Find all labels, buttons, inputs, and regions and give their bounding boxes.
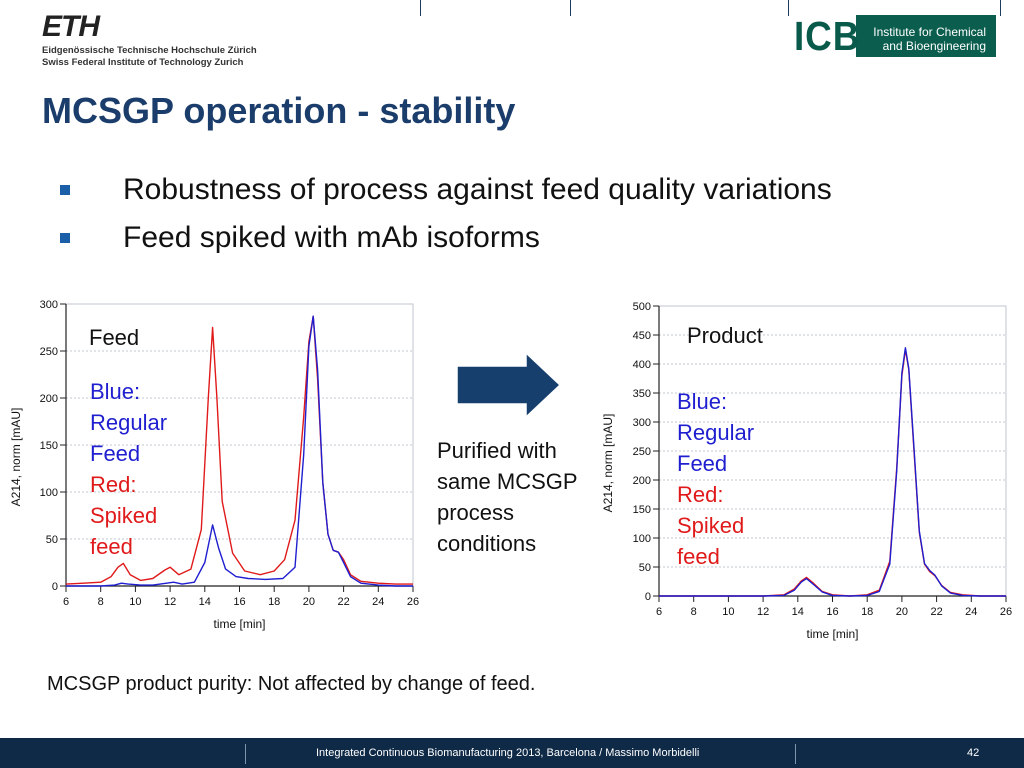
footer-divider [795,744,796,764]
x-tick-label: 14 [792,606,804,618]
product-chart: 0 50 100 150 200 250 300 350 400 450 500 6 8 10 12 14 16… [600,298,1020,643]
square-bullet-icon [60,185,70,195]
y-tick-label: 450 [633,330,651,342]
feed-legend: Blue: Regular Feed Red: Spiked feed [90,376,167,562]
x-tick-label: 24 [372,596,384,608]
series-line [659,347,1006,597]
top-divider-3 [788,0,789,16]
x-tick-label: 18 [268,596,280,608]
y-tick-label: 300 [633,417,651,429]
purified-line: Purified with [437,438,557,463]
series-line [66,315,413,587]
y-tick-label: 100 [40,487,58,499]
y-tick-label: 200 [633,475,651,487]
page-number: 42 [967,747,980,759]
top-divider-4 [1000,0,1001,16]
eth-logo-mark: ETH [42,10,100,43]
y-tick-label: 300 [40,299,58,311]
top-divider-2 [570,0,571,16]
legend-blue-line: Feed [677,451,728,476]
x-tick-label: 16 [826,606,838,618]
legend-red-line: Red: [677,482,724,507]
legend-blue-line: Blue: [90,379,141,404]
x-tick-label: 26 [407,596,419,608]
feed-panel-label: Feed [89,325,140,350]
legend-red-line: feed [90,534,133,559]
feed-chart: 0 50 100 150 200 250 300 6 8 10 12 14 16 18 20 22 24 26 ti… [8,296,428,636]
eth-logo: ETH Eidgenössische Technische Hochschule… [42,10,302,69]
x-tick-label: 14 [199,596,211,608]
y-tick-label: 100 [633,533,651,545]
purified-note: Purified with same MCSGP process conditi… [437,435,578,559]
x-axis-title: time [min] [806,627,858,641]
x-tick-label: 18 [861,606,873,618]
conclusion-text: MCSGP product purity: Not affected by ch… [47,673,536,695]
x-axis-title: time [min] [213,617,265,631]
purified-line: same MCSGP [437,469,578,494]
footer-divider [245,744,246,764]
y-axis-title: A214, norm [mAU] [601,414,615,513]
slide-title: MCSGP operation - stability [42,90,516,131]
x-tick-label: 8 [98,596,104,608]
y-axis-title: A214, norm [mAU] [9,408,23,507]
y-tick-label: 400 [633,359,651,371]
purified-line: process [437,500,515,525]
y-tick-label: 0 [52,581,58,593]
x-tick-label: 16 [233,596,245,608]
x-tick-label: 12 [164,596,176,608]
right-arrow-icon [456,352,562,418]
product-panel-label: Product [687,323,763,348]
x-tick-label: 20 [303,596,315,608]
feed-chart-svg: 0 50 100 150 200 250 300 6 8 10 12 14 16 18 20 22 24 26 ti… [9,299,419,631]
legend-red-line: Spiked [90,503,158,528]
x-tick-label: 10 [722,606,734,618]
icb-logo-letters: ICB [794,13,861,59]
legend-red-line: Red: [90,472,137,497]
legend-blue-line: Regular [677,420,755,445]
y-tick-label: 250 [633,446,651,458]
x-tick-label: 10 [129,596,141,608]
footer-bar: Integrated Continuous Biomanufacturing 2… [0,738,1024,768]
eth-logo-line-english: Swiss Federal Institute of Technology Zu… [42,57,244,68]
x-tick-label: 22 [337,596,349,608]
legend-blue-line: Blue: [677,389,728,414]
y-tick-label: 350 [633,388,651,400]
legend-blue-line: Regular [90,410,168,435]
x-tick-label: 22 [930,606,942,618]
y-tick-label: 150 [633,504,651,516]
y-tick-label: 0 [645,591,651,603]
y-tick-label: 500 [633,301,651,313]
y-tick-label: 200 [40,393,58,405]
x-tick-label: 6 [656,606,662,618]
y-tick-label: 150 [40,440,58,452]
y-tick-label: 50 [46,534,58,546]
x-tick-label: 6 [63,596,69,608]
x-tick-label: 12 [757,606,769,618]
top-divider-1 [420,0,421,16]
footer-text: Integrated Continuous Biomanufacturing 2… [316,747,700,759]
x-tick-label: 24 [965,606,977,618]
y-tick-label: 250 [40,346,58,358]
product-chart-svg: 0 50 100 150 200 250 300 350 400 450 500 6 8 10 12 14 16… [601,301,1012,641]
bullet-item: Feed spiked with mAb isoforms [60,214,832,262]
legend-red-line: feed [677,544,720,569]
bullet-list: Robustness of process against feed quali… [60,166,832,262]
x-tick-label: 26 [1000,606,1012,618]
bullet-text: Robustness of process against feed quali… [123,173,832,206]
icb-logo-line-2: and Bioengineering [882,39,986,53]
icb-logo-line-1: Institute for Chemical [873,25,986,39]
x-tick-label: 8 [691,606,697,618]
bullet-text: Feed spiked with mAb isoforms [123,221,540,254]
y-tick-label: 50 [639,562,651,574]
bullet-item: Robustness of process against feed quali… [60,166,832,214]
product-legend: Blue: Regular Feed Red: Spiked feed [677,386,754,572]
square-bullet-icon [60,233,70,243]
purified-line: conditions [437,531,537,556]
x-tick-label: 20 [896,606,908,618]
legend-red-line: Spiked [677,513,745,538]
icb-logo-box: Institute for Chemical and Bioengineerin… [856,15,996,57]
legend-blue-line: Feed [90,441,141,466]
eth-logo-line-german: Eidgenössische Technische Hochschule Zür… [42,45,257,56]
icb-logo: ICB Institute for Chemical and Bioengine… [794,15,996,57]
